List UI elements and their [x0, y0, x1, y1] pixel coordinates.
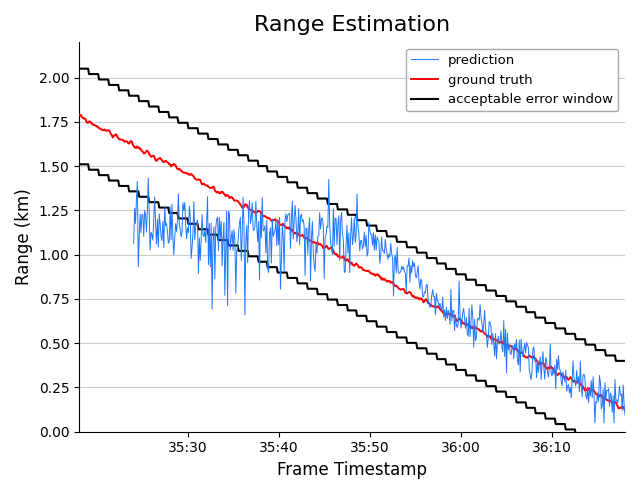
acceptable error window — [397, 239, 404, 245]
prediction — [158, 238, 166, 244]
acceptable error window — [75, 66, 83, 72]
prediction — [504, 347, 512, 353]
prediction — [130, 241, 138, 247]
ground truth — [173, 165, 180, 171]
acceptable error window — [621, 358, 629, 364]
ground truth — [77, 112, 84, 118]
prediction — [555, 353, 563, 359]
acceptable error window — [612, 358, 620, 364]
acceptable error window — [216, 141, 223, 147]
acceptable error window — [322, 196, 330, 202]
prediction — [145, 175, 152, 181]
Line: acceptable error window: acceptable error window — [79, 69, 625, 361]
ground truth — [323, 243, 331, 249]
Title: Range Estimation: Range Estimation — [254, 15, 450, 35]
prediction — [621, 412, 629, 418]
ground truth — [621, 408, 629, 413]
acceptable error window — [172, 115, 179, 121]
prediction — [568, 377, 576, 383]
acceptable error window — [440, 260, 447, 266]
Y-axis label: Range (km): Range (km) — [15, 189, 33, 286]
Legend: prediction, ground truth, acceptable error window: prediction, ground truth, acceptable err… — [406, 49, 618, 112]
prediction — [591, 420, 599, 426]
ground truth — [398, 287, 406, 292]
Line: ground truth: ground truth — [79, 115, 625, 411]
acceptable error window — [486, 288, 494, 293]
X-axis label: Frame Timestamp: Frame Timestamp — [277, 461, 427, 479]
ground truth — [75, 112, 83, 118]
Line: prediction: prediction — [134, 178, 625, 423]
ground truth — [216, 189, 224, 195]
prediction — [428, 292, 436, 298]
ground truth — [441, 310, 449, 316]
ground truth — [487, 336, 495, 342]
prediction — [478, 320, 486, 326]
